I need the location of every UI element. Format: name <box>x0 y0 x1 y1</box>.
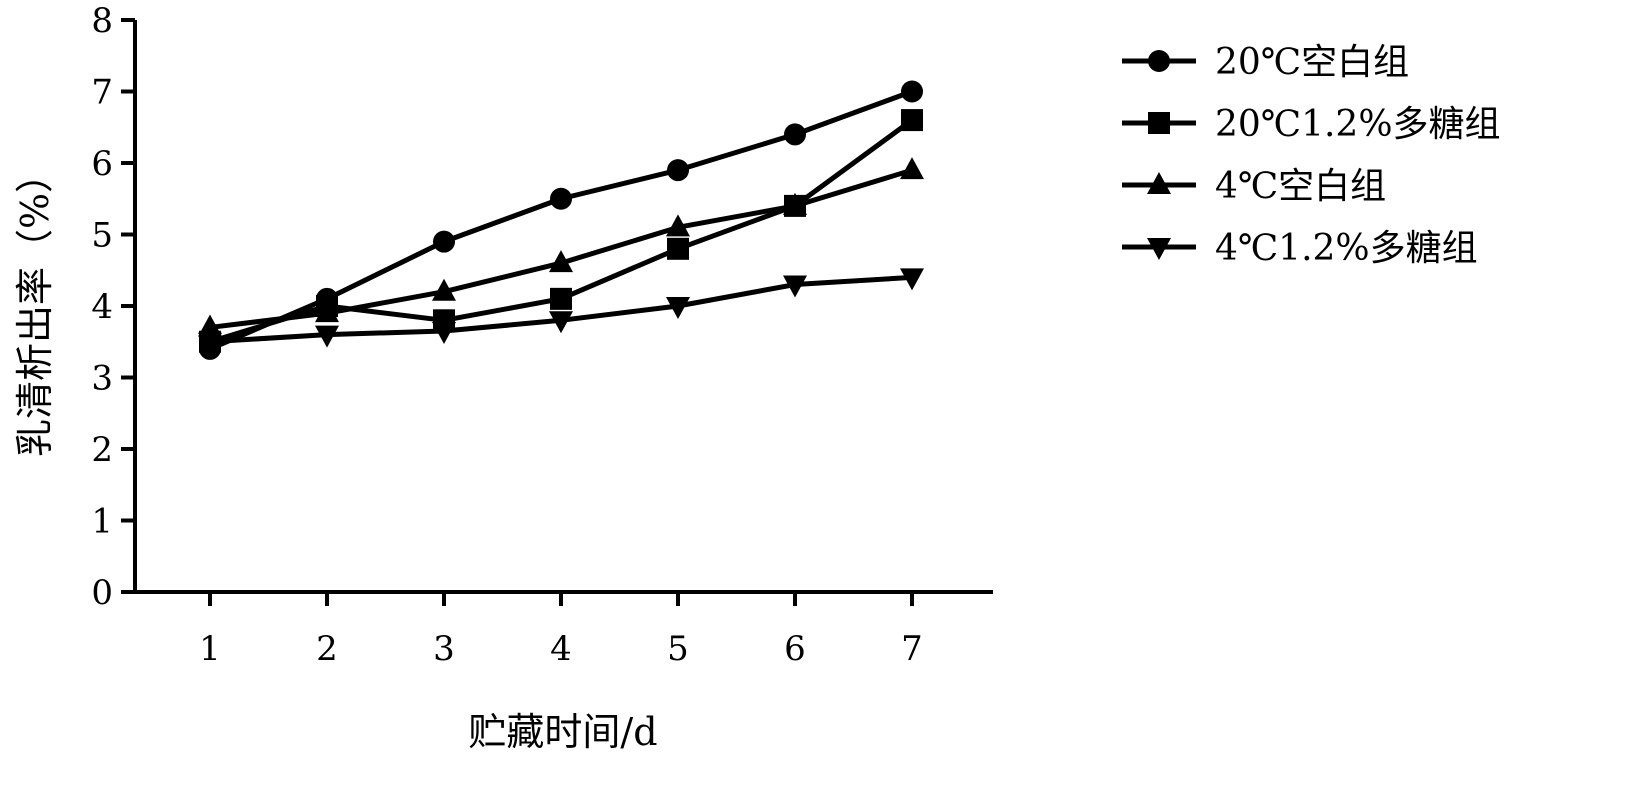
y-tick-label: 0 <box>91 573 113 613</box>
data-point <box>433 230 455 253</box>
y-axis-label: 乳清析出率（%） <box>13 155 57 457</box>
data-point <box>900 268 924 291</box>
legend-marker <box>1147 238 1171 260</box>
data-point <box>667 159 689 182</box>
series-triangle-up <box>198 157 924 337</box>
x-axis-label: 贮藏时间/d <box>468 710 657 754</box>
x-tick-label: 2 <box>316 629 338 669</box>
legend-label: 4℃1.2%多糖组 <box>1215 228 1478 269</box>
data-point <box>550 287 572 310</box>
data-point <box>198 332 222 355</box>
legend-marker <box>1147 172 1171 194</box>
y-tick-label: 7 <box>91 73 113 113</box>
data-point <box>550 187 572 210</box>
data-point <box>198 314 222 337</box>
legend-item: 20℃1.2%多糖组 <box>1122 104 1501 145</box>
data-point <box>783 192 807 215</box>
y-tick-label: 1 <box>91 502 113 542</box>
x-tick-label: 4 <box>550 629 572 669</box>
legend: 20℃空白组 20℃1.2%多糖组 4℃空白组 4℃1.2%多糖组 <box>1122 42 1501 269</box>
data-point <box>783 275 807 298</box>
data-point <box>432 278 456 301</box>
data-point <box>666 297 690 319</box>
series-group <box>198 80 924 360</box>
legend-item: 4℃空白组 <box>1122 166 1386 207</box>
x-tick-label: 6 <box>784 629 806 669</box>
y-tick-label: 3 <box>91 359 113 399</box>
y-tick-label: 8 <box>91 1 113 41</box>
data-point <box>666 214 690 237</box>
legend-marker <box>1148 112 1170 134</box>
legend-marker <box>1148 50 1170 72</box>
y-tick-label: 2 <box>91 430 113 470</box>
data-point <box>667 237 689 260</box>
x-tick-label: 3 <box>433 629 455 669</box>
axes: 0 1 2 3 4 5 6 7 8 1 2 3 4 5 6 7 <box>91 1 993 669</box>
data-point <box>900 157 924 180</box>
y-tick-label: 4 <box>91 287 113 327</box>
legend-label: 20℃1.2%多糖组 <box>1215 104 1501 145</box>
y-tick-label: 5 <box>91 216 113 256</box>
series-triangle-down <box>198 268 924 355</box>
legend-label: 4℃空白组 <box>1215 166 1386 207</box>
legend-label: 20℃空白组 <box>1215 42 1409 83</box>
data-point <box>901 109 923 132</box>
data-point <box>901 80 923 103</box>
x-tick-label: 5 <box>667 629 689 669</box>
data-point <box>432 322 456 345</box>
x-tick-label: 7 <box>901 629 923 669</box>
legend-item: 4℃1.2%多糖组 <box>1122 228 1478 269</box>
legend-item: 20℃空白组 <box>1122 42 1409 83</box>
y-tick-label: 6 <box>91 144 113 184</box>
data-point <box>784 123 806 146</box>
data-point <box>549 250 573 273</box>
x-tick-label: 1 <box>199 629 221 669</box>
data-point <box>549 311 573 334</box>
data-point <box>315 325 339 348</box>
data-point <box>315 300 339 323</box>
